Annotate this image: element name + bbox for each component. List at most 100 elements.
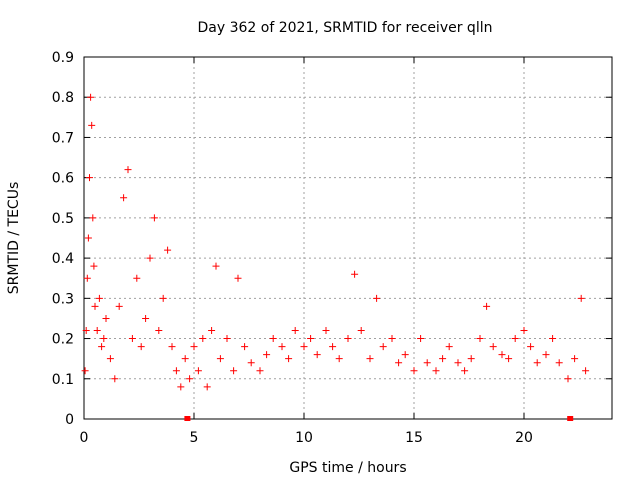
data-point <box>91 302 99 310</box>
x-tick-label: 5 <box>190 430 199 446</box>
data-point <box>489 343 497 351</box>
data-point <box>212 262 220 270</box>
y-tick-label: 0.3 <box>52 291 74 307</box>
data-point <box>199 335 207 343</box>
data-point <box>133 274 141 282</box>
data-point <box>322 327 330 335</box>
data-point <box>351 270 359 278</box>
data-point <box>102 314 110 322</box>
data-point <box>223 335 231 343</box>
data-point <box>115 302 123 310</box>
x-tick-label: 15 <box>405 430 423 446</box>
data-point <box>567 416 574 421</box>
data-point <box>100 335 108 343</box>
data-point <box>269 335 277 343</box>
data-point <box>159 294 167 302</box>
data-point <box>120 194 128 202</box>
x-tick-label: 0 <box>80 430 89 446</box>
y-tick-label: 0.5 <box>52 211 74 227</box>
data-point <box>111 375 119 383</box>
data-point <box>373 294 381 302</box>
data-point <box>417 335 425 343</box>
y-axis: 0 0.1 0.2 0.3 0.4 0.5 0.6 0.7 0.8 0.9 <box>52 50 612 428</box>
data-point <box>335 355 343 363</box>
data-point <box>476 335 484 343</box>
grid <box>84 57 612 419</box>
y-tick-label: 0.2 <box>52 332 74 348</box>
data-point <box>208 327 216 335</box>
data-point <box>186 375 194 383</box>
data-point <box>542 351 550 359</box>
data-point <box>124 166 132 174</box>
data-point <box>84 234 92 242</box>
data-point <box>90 262 98 270</box>
data-point <box>291 327 299 335</box>
data-point <box>401 351 409 359</box>
data-point <box>461 367 469 375</box>
y-tick-label: 0 <box>65 412 74 428</box>
data-point <box>344 335 352 343</box>
x-axis: 0 5 10 15 20 <box>80 57 533 446</box>
data-point <box>150 214 158 222</box>
y-tick-label: 0.7 <box>52 130 74 146</box>
data-point <box>511 335 519 343</box>
data-point <box>177 383 185 391</box>
data-point <box>571 355 579 363</box>
y-tick-label: 0.8 <box>52 90 74 106</box>
data-point <box>98 343 106 351</box>
data-point <box>423 359 431 367</box>
data-point <box>184 416 191 421</box>
data-point <box>410 367 418 375</box>
data-point <box>168 343 176 351</box>
data-point <box>181 355 189 363</box>
data-point <box>83 274 91 282</box>
data-point <box>432 367 440 375</box>
data-point <box>93 327 101 335</box>
data-point <box>505 355 513 363</box>
data-point <box>454 359 462 367</box>
data-point <box>357 327 365 335</box>
data-point <box>300 343 308 351</box>
data-point <box>439 355 447 363</box>
data-point <box>95 294 103 302</box>
data-point <box>307 335 315 343</box>
data-point <box>203 383 211 391</box>
data-point <box>483 302 491 310</box>
data-point <box>82 327 90 335</box>
data-point <box>247 359 255 367</box>
data-point <box>155 327 163 335</box>
y-tick-label: 0.1 <box>52 372 74 388</box>
x-axis-label: GPS time / hours <box>289 460 406 476</box>
data-point <box>329 343 337 351</box>
data-point <box>313 351 321 359</box>
data-point <box>81 367 89 375</box>
data-point <box>137 343 145 351</box>
data-point <box>142 314 150 322</box>
data-point <box>172 367 180 375</box>
data-point <box>234 274 242 282</box>
data-point <box>533 359 541 367</box>
y-tick-label: 0.6 <box>52 171 74 187</box>
data-point <box>366 355 374 363</box>
y-tick-label: 0.4 <box>52 251 74 267</box>
data-point <box>241 343 249 351</box>
data-point <box>106 355 114 363</box>
data-point <box>527 343 535 351</box>
y-axis-label: SRMTID / TECUs <box>6 182 22 295</box>
data-point <box>388 335 396 343</box>
data-point <box>256 367 264 375</box>
data-point <box>549 335 557 343</box>
data-point <box>164 246 172 254</box>
data-point <box>445 343 453 351</box>
data-point <box>564 375 572 383</box>
data-point <box>146 254 154 262</box>
data-point <box>395 359 403 367</box>
data-point <box>285 355 293 363</box>
data-points <box>81 93 590 421</box>
data-point <box>263 351 271 359</box>
data-point <box>190 343 198 351</box>
data-point <box>89 214 97 222</box>
data-point <box>278 343 286 351</box>
y-tick-label: 0.9 <box>52 50 74 66</box>
